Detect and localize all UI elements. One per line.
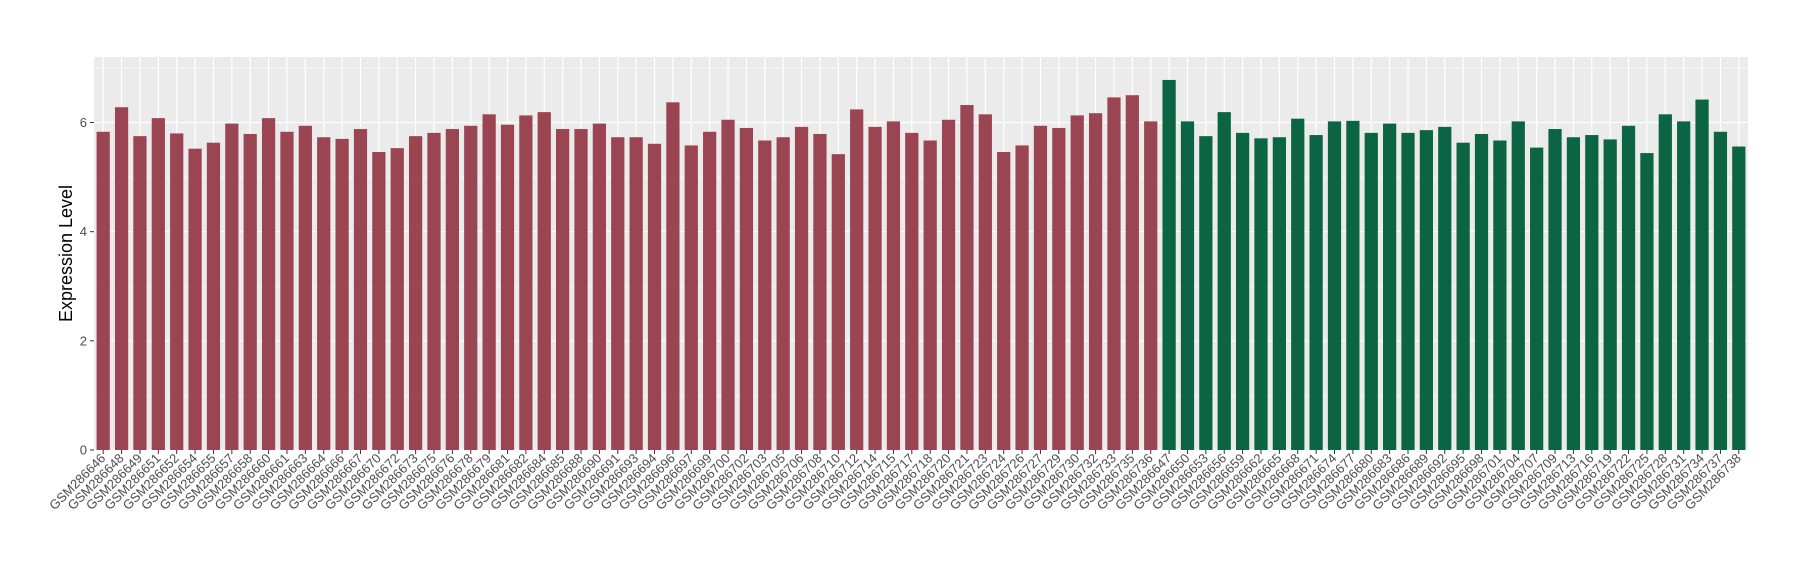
bar-GSM286738 [1732,146,1746,450]
bar-GSM286674 [1327,121,1342,451]
bar-GSM286667 [353,129,368,451]
bar-GSM286692 [1438,126,1452,450]
bar-GSM286721 [960,105,974,451]
bar-GSM286677 [1346,120,1360,451]
bar-GSM286691 [611,137,625,451]
bar-GSM286657 [225,123,239,450]
bar-GSM286684 [537,112,551,451]
bar-GSM286707 [1530,147,1544,450]
bar-GSM286706 [794,126,809,450]
bar-GSM286728 [1658,114,1672,450]
bar-GSM286718 [923,140,937,450]
bar-GSM286731 [1677,121,1691,451]
bar-GSM286689 [1419,130,1434,450]
bar-GSM286705 [776,137,790,451]
bar-GSM286709 [1548,129,1562,451]
bar-GSM286696 [666,102,680,450]
bar-GSM286737 [1713,131,1728,450]
bar-GSM286704 [1511,121,1525,451]
bar-GSM286727 [1033,125,1048,451]
bar-GSM286681 [500,124,515,450]
bar-GSM286720 [941,119,956,450]
bar-GSM286701 [1493,140,1507,450]
bars [96,79,1746,451]
bar-GSM286649 [133,136,147,451]
bar-GSM286673 [408,136,423,451]
y-axis: 0 2 4 6 [80,115,94,458]
bar-GSM286722 [1621,125,1636,451]
bar-GSM286672 [390,148,404,450]
y-tick-label: 2 [80,333,87,348]
y-tick-label: 6 [80,115,87,130]
bar-GSM286723 [978,114,992,450]
bar-GSM286688 [574,129,588,451]
bar-GSM286662 [1254,138,1268,450]
bar-GSM286679 [482,114,496,450]
bar-GSM286658 [243,133,257,450]
bar-GSM286678 [464,125,478,451]
bar-GSM286694 [647,143,662,450]
bar-GSM286732 [1088,113,1103,451]
bar-GSM286654 [188,148,202,450]
bar-GSM286734 [1695,99,1709,450]
bar-GSM286665 [1272,137,1286,451]
bar-GSM286726 [1015,145,1029,451]
bar-GSM286697 [684,145,698,451]
bar-GSM286663 [298,125,312,451]
bar-GSM286680 [1364,132,1378,450]
bar-GSM286708 [813,133,827,450]
bar-GSM286668 [1291,118,1305,450]
bar-GSM286660 [261,118,276,450]
bar-GSM286702 [739,127,754,450]
bar-GSM286715 [886,121,901,451]
bar-GSM286699 [703,131,717,450]
bar-GSM286648 [114,107,129,450]
bar-GSM286650 [1180,121,1195,451]
bar-GSM286698 [1474,133,1489,450]
bar-GSM286716 [1585,135,1599,450]
bar-GSM286700 [721,119,735,450]
bar-GSM286686 [1401,132,1415,450]
bar-GSM286683 [1383,123,1397,450]
bar-GSM286717 [905,132,919,450]
bar-GSM286646 [96,131,110,450]
bar-GSM286651 [151,118,165,450]
bar-GSM286670 [372,151,386,450]
bar-GSM286730 [1070,115,1084,450]
y-tick-label: 0 [80,443,87,458]
bar-GSM286666 [335,138,349,450]
bar-GSM286661 [280,131,294,450]
bar-GSM286736 [1144,121,1158,451]
bar-GSM286733 [1107,97,1121,451]
bar-GSM286725 [1640,153,1654,451]
bar-GSM286719 [1603,139,1617,450]
bar-GSM286671 [1309,135,1323,450]
bar-GSM286729 [1052,127,1066,450]
bar-GSM286647 [1162,79,1176,451]
bar-GSM286714 [868,126,882,450]
bar-GSM286676 [445,129,459,451]
bar-GSM286653 [1199,136,1213,451]
bar-GSM286652 [170,133,184,450]
bar-GSM286713 [1566,137,1581,451]
bar-GSM286656 [1217,112,1231,451]
bar-GSM286703 [758,140,772,450]
y-tick-label: 4 [80,224,87,239]
x-axis: GSM286646GSM286648GSM286649GSM286651GSM2… [46,450,1744,513]
bar-GSM286724 [997,151,1011,450]
bar-GSM286735 [1125,95,1139,450]
bar-GSM286685 [556,129,570,451]
bar-GSM286655 [206,142,221,450]
bar-GSM286664 [317,137,331,451]
bar-GSM286710 [831,154,845,451]
bar-GSM286693 [629,137,643,451]
bar-GSM286675 [427,132,441,450]
bar-GSM286682 [519,115,533,450]
bar-GSM286712 [850,109,864,451]
bar-GSM286659 [1235,132,1250,450]
y-axis-title: Expression Level [56,185,76,322]
bar-GSM286695 [1456,142,1470,450]
bar-GSM286690 [592,123,607,450]
